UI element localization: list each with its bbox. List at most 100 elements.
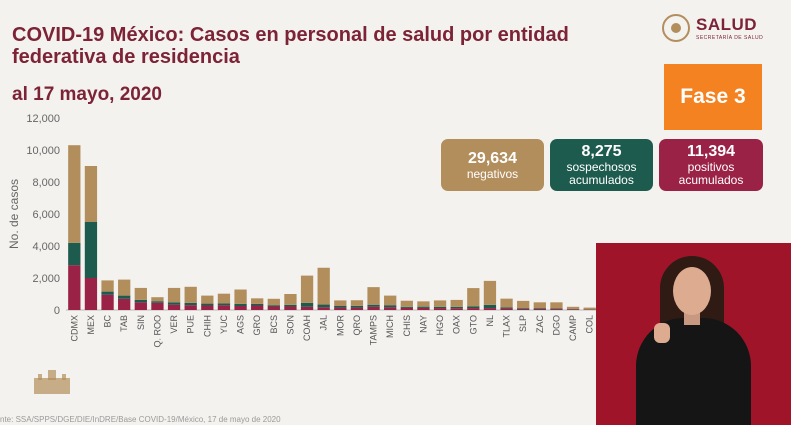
bar-negativos [251, 298, 264, 304]
y-tick-label: 12,000 [26, 113, 60, 125]
bar-negativos [350, 300, 364, 306]
x-tick-label: SLP [518, 315, 528, 332]
card-positivos: 11,394 positivos acumulados [659, 139, 763, 191]
interpreter-face [673, 267, 711, 315]
bar-sospechosos [167, 302, 181, 305]
bar-sospechosos [184, 302, 197, 306]
bar-positivos [517, 308, 530, 310]
bar-sospechosos [533, 308, 546, 309]
bar-sospechosos [500, 307, 513, 309]
y-axis-label: No. de casos [7, 179, 21, 249]
x-tick-label: AGS [236, 315, 246, 334]
y-tick-label: 0 [54, 305, 60, 317]
x-tick-label: MICH [385, 315, 395, 338]
bar-sospechosos [118, 295, 131, 299]
bar-sospechosos [550, 308, 563, 310]
bar-sospechosos [68, 242, 81, 266]
x-tick-label: DGO [551, 315, 561, 336]
x-tick-label: PUE [186, 315, 196, 334]
bar-sospechosos [267, 305, 280, 307]
card-sospechosos-value: 8,275 [581, 143, 622, 160]
y-tick-label: 8,000 [32, 177, 60, 189]
bar-negativos [68, 145, 81, 243]
bar-sospechosos [234, 303, 247, 306]
bar-positivos [234, 306, 247, 310]
y-tick-label: 10,000 [26, 145, 60, 157]
card-sospechosos: 8,275 sospechosos acumulados [550, 139, 653, 191]
bar-sospechosos [483, 304, 497, 309]
bar-positivos [68, 265, 81, 310]
bar-positivos [201, 305, 214, 310]
bar-negativos [167, 287, 181, 303]
bar-negativos [500, 298, 513, 308]
bar-positivos [384, 307, 397, 310]
bar-sospechosos [217, 303, 231, 306]
bar-sospechosos [384, 305, 397, 308]
bar-negativos [517, 300, 530, 309]
bar-sospechosos [251, 303, 264, 306]
bar-negativos [284, 294, 297, 305]
x-tick-label: SIN [136, 315, 146, 330]
bar-positivos [417, 307, 430, 310]
card-positivos-label: positivos acumulados [678, 160, 744, 187]
seal-icon [662, 14, 690, 42]
x-tick-label: NL [485, 315, 495, 327]
x-tick-label: CHIS [402, 315, 412, 337]
bar-positivos [334, 307, 347, 310]
x-tick-label: BCS [269, 315, 279, 334]
x-tick-label: MOR [335, 315, 345, 336]
bar-negativos [334, 300, 347, 306]
x-tick-label: MEX [86, 315, 96, 335]
bar-negativos [234, 289, 247, 304]
x-tick-label: TAB [119, 315, 129, 332]
bar-sospechosos [467, 306, 480, 309]
bar-negativos [417, 301, 430, 307]
bar-negativos [533, 302, 546, 309]
x-tick-label: CHIH [202, 315, 212, 337]
bar-sospechosos [317, 304, 330, 308]
bar-positivos [167, 304, 181, 310]
bar-positivos [400, 307, 413, 310]
building-icon [34, 370, 70, 394]
x-tick-label: ZAC [535, 314, 545, 333]
x-tick-label: YUC [219, 315, 229, 335]
bar-negativos [118, 279, 131, 296]
interpreter-hand [654, 323, 670, 343]
stacked-bar-chart: 0 2,000 4,000 6,000 8,000 10,000 12,000 No. de … [7, 113, 598, 348]
source-footnote: nte: SSA/SPPS/DGE/DIE/InDRE/Base COVID-1… [0, 415, 281, 424]
bar-negativos [483, 280, 497, 305]
x-tick-label: OAX [452, 315, 462, 334]
bar-negativos [550, 302, 563, 309]
x-tick-label: BC [103, 315, 113, 328]
logo-name: SALUD [696, 15, 758, 34]
bar-positivos [217, 305, 231, 310]
x-tick-label: NAY [418, 315, 428, 333]
card-sospechosos-label: sospechosos acumulados [566, 160, 637, 187]
bar-negativos [201, 295, 214, 304]
bar-positivos [450, 308, 463, 310]
bar-positivos [317, 307, 330, 310]
page-title: COVID-19 México: Casos en personal de sa… [12, 24, 569, 68]
bar-negativos [433, 300, 447, 307]
bar-sospechosos [400, 306, 413, 308]
x-tick-label: CDMX [69, 315, 79, 342]
bar-positivos [350, 307, 364, 310]
x-tick-label: TAMPS [369, 315, 379, 345]
bar-positivos [533, 308, 546, 310]
bar-sospechosos [433, 306, 447, 309]
bar-sospechosos [284, 304, 297, 307]
x-tick-label: QRO [352, 315, 362, 336]
bar-positivos [84, 278, 98, 310]
y-tick-label: 4,000 [32, 241, 60, 253]
bar-positivos [566, 309, 580, 310]
bar-negativos [217, 293, 231, 304]
bar-positivos [433, 308, 447, 310]
bar-negativos [101, 280, 114, 292]
bar-negativos [566, 306, 580, 310]
bar-positivos [483, 308, 497, 310]
bar-sospechosos [151, 301, 164, 303]
x-tick-label: COL [585, 315, 595, 334]
bar-sospechosos [300, 302, 314, 307]
bar-negativos [467, 288, 480, 307]
x-tick-label: Q. ROO [152, 315, 162, 348]
